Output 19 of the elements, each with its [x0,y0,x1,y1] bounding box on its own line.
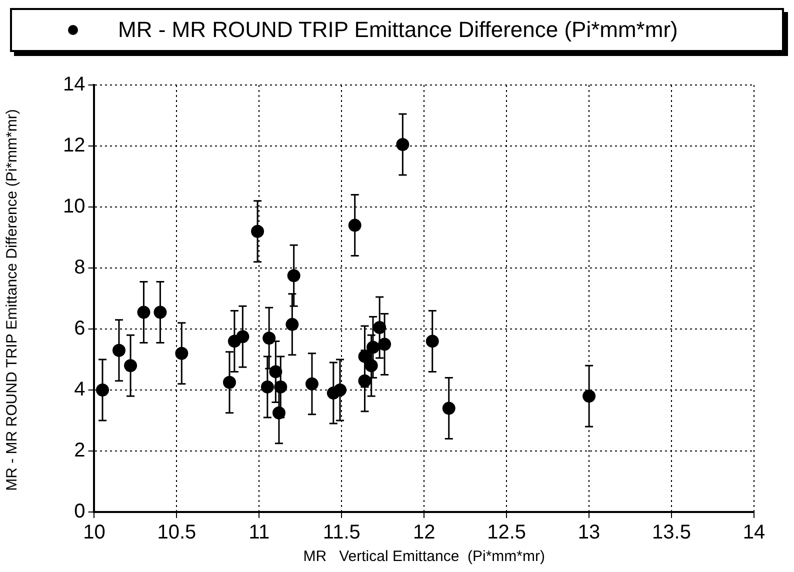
y-tick-label: 8 [74,256,86,279]
y-tick-label: 14 [62,74,86,96]
y-axis-title: MR - MR ROUND TRIP Emittance Difference (Pi*mm*mr) [4,109,20,491]
x-tick-label: 11.5 [322,522,360,544]
y-tick-label: 0 [74,500,86,523]
y-tick-label: 6 [74,318,86,340]
y-tick-label: 2 [74,440,86,462]
x-tick-label: 11 [248,522,270,544]
x-tick-label: 12.5 [487,522,526,544]
x-tick-label: 13.5 [652,522,691,544]
y-tick-label: 4 [74,378,86,401]
x-tick-label: 10.5 [157,522,196,544]
x-tick-label: 12 [413,522,436,544]
x-tick-label: 14 [742,522,766,544]
x-axis-title: MR Vertical Emittance (Pi*mm*mr) [303,548,545,566]
y-tick-label: 12 [62,134,86,157]
legend-label: MR - MR ROUND TRIP Emittance Difference (Pi*mm*mr) [118,17,678,43]
y-tick-label: 10 [62,196,86,218]
x-tick-label: 13 [578,522,600,544]
